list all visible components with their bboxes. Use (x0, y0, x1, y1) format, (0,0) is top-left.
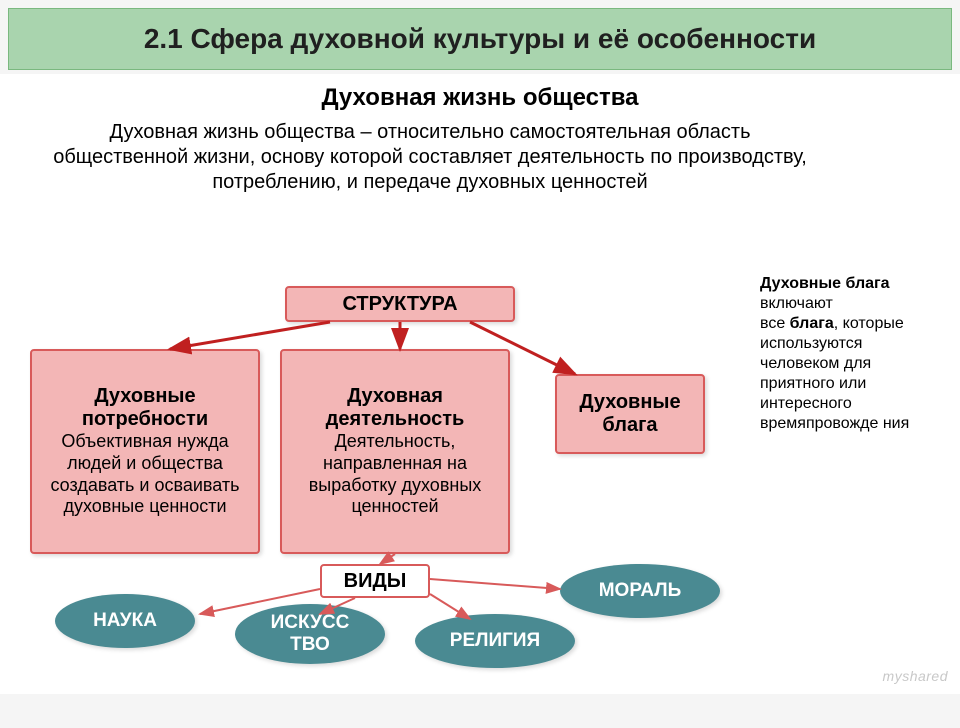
box-types: ВИДЫ (320, 564, 430, 598)
ellipse-art: ИСКУСС ТВО (235, 604, 385, 664)
page-title: 2.1 Сфера духовной культуры и её особенн… (29, 23, 931, 55)
ellipse-moral: МОРАЛЬ (560, 564, 720, 618)
definition-text: Духовная жизнь общества – относительно с… (0, 112, 960, 203)
box-structure-label: СТРУКТУРА (342, 293, 457, 316)
ellipse-science: НАУКА (55, 594, 195, 648)
box-types-label: ВИДЫ (344, 570, 407, 593)
side-note-line2: все (760, 315, 790, 332)
box-goods-title: Духовные блага (565, 391, 695, 437)
ellipse-moral-label: МОРАЛЬ (599, 580, 682, 602)
side-note-bold2: блага (790, 315, 834, 332)
side-note: Духовные блага включают все блага, котор… (760, 274, 945, 434)
box-needs-title: Духовные потребности (40, 385, 250, 431)
box-structure: СТРУКТУРА (285, 286, 515, 322)
section-title: Духовная жизнь общества (0, 74, 960, 112)
ellipse-religion-label: РЕЛИГИЯ (450, 630, 540, 652)
box-goods: Духовные блага (555, 374, 705, 454)
ellipse-religion: РЕЛИГИЯ (415, 614, 575, 668)
watermark: myshared (883, 668, 948, 684)
side-note-bold1: Духовные блага (760, 275, 890, 292)
box-activity-desc: Деятельность, направленная на выработку … (290, 431, 500, 517)
side-note-line1: включают (760, 295, 833, 312)
content-area: Духовная жизнь общества Духовная жизнь о… (0, 74, 960, 694)
box-needs: Духовные потребности Объективная нужда л… (30, 349, 260, 554)
box-activity-title: Духовная деятельность (290, 385, 500, 431)
side-note-rest: , которые используются человеком для при… (760, 315, 909, 432)
ellipse-art-label: ИСКУСС ТВО (271, 612, 350, 656)
ellipse-science-label: НАУКА (93, 610, 157, 632)
header-banner: 2.1 Сфера духовной культуры и её особенн… (8, 8, 952, 70)
box-needs-desc: Объективная нужда людей и общества созда… (40, 431, 250, 517)
box-activity: Духовная деятельность Деятельность, напр… (280, 349, 510, 554)
